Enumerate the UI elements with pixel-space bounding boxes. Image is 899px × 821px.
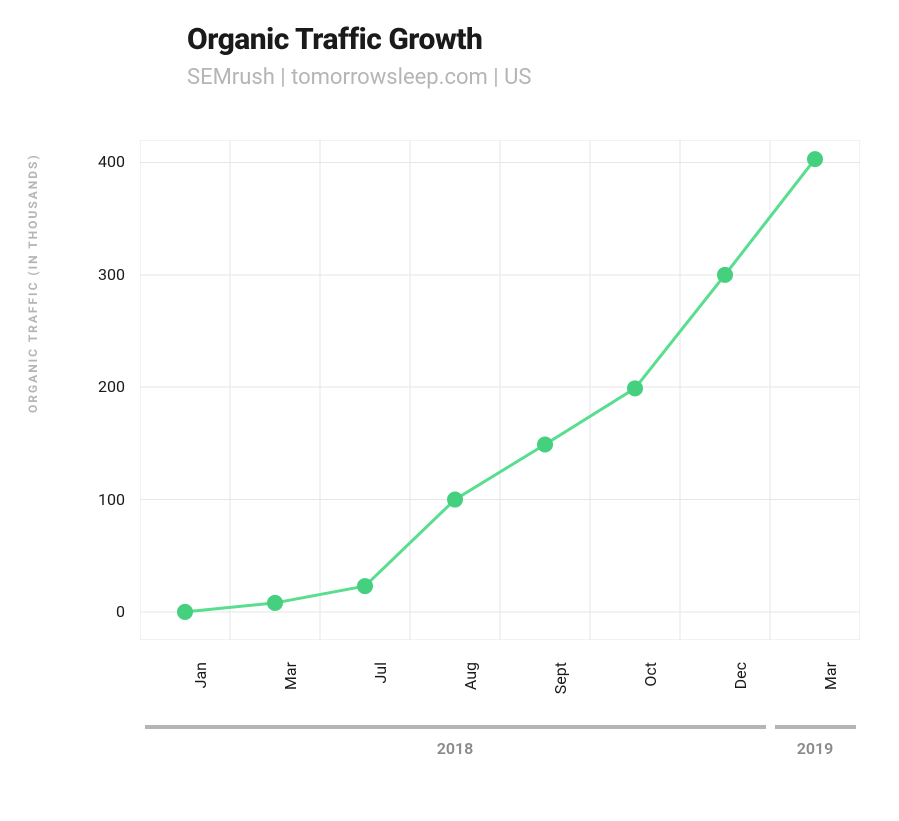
chart-subtitle: SEMrush | tomorrowsleep.com | US: [187, 65, 531, 90]
y-tick-label: 200: [75, 377, 125, 396]
chart-header: Organic Traffic Growth SEMrush | tomorro…: [187, 22, 531, 90]
year-label: 2018: [145, 739, 766, 758]
x-tick-label: Dec: [731, 662, 750, 712]
x-tick-label: Sept: [551, 662, 570, 712]
data-point: [267, 595, 283, 611]
data-point: [717, 267, 733, 283]
year-label: 2019: [775, 739, 856, 758]
x-tick-label: Jan: [191, 662, 210, 712]
x-tick-label: Mar: [281, 662, 300, 712]
chart-title: Organic Traffic Growth: [187, 22, 531, 57]
x-tick-label: Jul: [371, 662, 390, 712]
data-point: [807, 151, 823, 167]
y-tick-label: 400: [75, 152, 125, 171]
year-range-bar: [775, 725, 856, 729]
y-axis-title: ORGANIC TRAFFIC (IN THOUSANDS): [26, 153, 40, 413]
y-tick-label: 0: [75, 602, 125, 621]
data-point: [537, 436, 553, 452]
chart-svg: [140, 140, 860, 640]
data-point: [627, 380, 643, 396]
data-point: [357, 578, 373, 594]
data-point: [447, 492, 463, 508]
x-tick-label: Mar: [821, 662, 840, 712]
year-range-bar: [145, 725, 766, 729]
chart-container: Organic Traffic Growth SEMrush | tomorro…: [0, 0, 899, 821]
y-tick-label: 300: [75, 265, 125, 284]
y-tick-label: 100: [75, 490, 125, 509]
x-tick-label: Oct: [641, 662, 660, 712]
data-point: [177, 604, 193, 620]
x-tick-label: Aug: [461, 662, 480, 712]
